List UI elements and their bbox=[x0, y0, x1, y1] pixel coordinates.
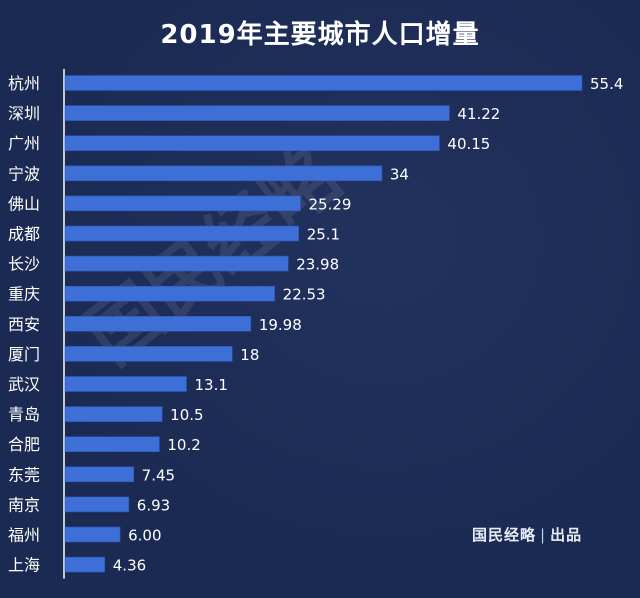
bar bbox=[64, 406, 163, 422]
bar bbox=[64, 165, 383, 182]
bar bbox=[64, 285, 275, 302]
category-label: 杭州 bbox=[8, 74, 40, 93]
value-label: 10.2 bbox=[167, 436, 200, 454]
category-label: 青岛 bbox=[8, 405, 40, 424]
value-label: 6.00 bbox=[128, 527, 161, 545]
category-label: 南京 bbox=[8, 495, 40, 514]
publisher-brand: 国民经略 bbox=[472, 526, 537, 544]
value-label: 7.45 bbox=[142, 466, 175, 484]
category-label: 宁波 bbox=[8, 164, 40, 183]
bar bbox=[64, 436, 160, 453]
value-label: 34 bbox=[390, 165, 409, 183]
category-label: 佛山 bbox=[8, 194, 40, 213]
category-label: 福州 bbox=[8, 526, 40, 545]
category-label: 深圳 bbox=[8, 104, 40, 123]
category-label: 广州 bbox=[8, 134, 40, 153]
value-label: 23.98 bbox=[296, 256, 339, 274]
publisher-separator: | bbox=[540, 526, 547, 544]
category-label: 武汉 bbox=[8, 375, 40, 394]
category-label: 东莞 bbox=[8, 465, 40, 484]
category-label: 厦门 bbox=[8, 345, 40, 364]
category-label: 上海 bbox=[8, 556, 40, 575]
category-label: 西安 bbox=[8, 315, 40, 334]
value-label: 40.15 bbox=[447, 135, 490, 153]
value-label: 18 bbox=[240, 346, 259, 364]
publisher-credit: 国民经略 | 出品 bbox=[472, 524, 582, 545]
bar bbox=[64, 496, 130, 513]
value-label: 19.98 bbox=[259, 316, 302, 334]
category-label: 重庆 bbox=[8, 285, 40, 304]
bar bbox=[64, 255, 289, 272]
bar bbox=[64, 556, 106, 573]
bar bbox=[64, 526, 121, 543]
bar bbox=[64, 466, 134, 483]
value-label: 41.22 bbox=[457, 105, 500, 123]
bar bbox=[64, 75, 583, 91]
category-label: 长沙 bbox=[8, 255, 40, 274]
value-label: 6.93 bbox=[137, 496, 170, 514]
value-label: 13.1 bbox=[194, 376, 227, 394]
value-label: 4.36 bbox=[113, 557, 146, 575]
value-label: 25.1 bbox=[307, 226, 340, 244]
bar bbox=[64, 315, 252, 332]
value-label: 25.29 bbox=[308, 195, 351, 213]
bar bbox=[64, 105, 450, 121]
publisher-suffix: 出品 bbox=[550, 526, 583, 544]
category-label: 合肥 bbox=[8, 435, 40, 454]
bar bbox=[64, 225, 299, 242]
value-label: 10.5 bbox=[170, 406, 203, 424]
bar bbox=[64, 346, 233, 362]
bar bbox=[64, 195, 301, 212]
value-label: 55.4 bbox=[590, 75, 623, 93]
bar bbox=[64, 135, 440, 151]
category-label: 成都 bbox=[8, 225, 40, 244]
chart-title: 2019年主要城市人口增量 bbox=[160, 20, 480, 50]
bar bbox=[64, 376, 187, 392]
value-label: 22.53 bbox=[283, 286, 326, 304]
